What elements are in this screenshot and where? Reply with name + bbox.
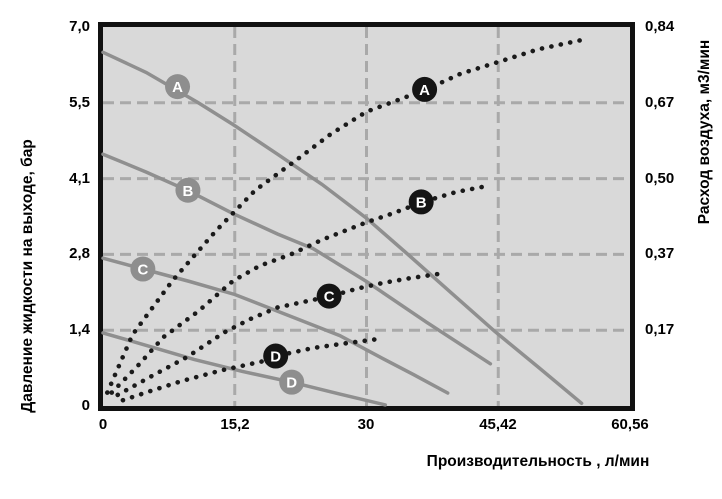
air-curve-d: [120, 336, 380, 403]
curve-badge-air-d-letter: D: [270, 349, 281, 366]
curve-badge-pressure-c: [130, 256, 156, 282]
curve-badge-pressure-c-letter: C: [137, 262, 148, 279]
y-left-axis-title: Давление жидкости на выходе, бар: [19, 139, 36, 413]
x-axis-title: Производительность , л/мин: [426, 453, 650, 470]
y-left-tick-1: 5,5: [69, 94, 90, 111]
curve-badge-air-b-letter: B: [416, 194, 427, 211]
curve-badge-pressure-d-letter: D: [286, 375, 297, 392]
curve-badge-air-c-letter: C: [324, 289, 335, 306]
y-right-tick-4: 0,17: [645, 321, 675, 338]
y-left-tick-0: 7,0: [69, 18, 90, 35]
pressure-curve-c: [101, 256, 450, 395]
x-tick-3: 45,42: [479, 416, 517, 433]
y-right-tick-2: 0,50: [645, 170, 675, 187]
curve-badge-pressure-b-letter: B: [183, 183, 194, 200]
y-right-tick-3: 0,37: [645, 245, 675, 262]
curve-badge-air-a-letter: A: [419, 82, 430, 99]
x-tick-0: 0: [98, 416, 108, 433]
curve-badge-air-c: [316, 283, 342, 309]
curve-badge-pressure-a: [165, 74, 191, 100]
curve-badge-pressure-d: [279, 369, 305, 395]
y-left-tick-4: 1,4: [69, 321, 90, 338]
x-tick-2: 30: [357, 416, 375, 433]
air-curve-a: [105, 38, 583, 395]
air-curve-c: [115, 271, 440, 398]
y-left-tick-5: 0: [81, 397, 90, 414]
y-right-axis-title: Расход воздуха, м3/мин: [696, 39, 713, 225]
pressure-curve-d: [101, 331, 388, 407]
air-curve-b: [109, 183, 489, 395]
x-tick-1: 15,2: [220, 416, 250, 433]
y-left-tick-2: 4,1: [69, 170, 90, 187]
y-right-tick-1: 0,67: [645, 94, 675, 111]
y-right-tick-0: 0,84: [645, 18, 675, 35]
pressure-curve-b: [101, 152, 493, 366]
pressure-curve-a: [101, 50, 584, 406]
curve-badge-pressure-b: [175, 177, 201, 203]
curve-badge-air-b: [408, 189, 434, 215]
curve-badge-air-d: [263, 343, 289, 369]
curve-badge-air-a: [412, 76, 438, 102]
y-left-tick-3: 2,8: [69, 245, 90, 262]
curve-badge-pressure-a-letter: A: [172, 79, 183, 96]
x-tick-4: 60,56: [611, 416, 649, 433]
